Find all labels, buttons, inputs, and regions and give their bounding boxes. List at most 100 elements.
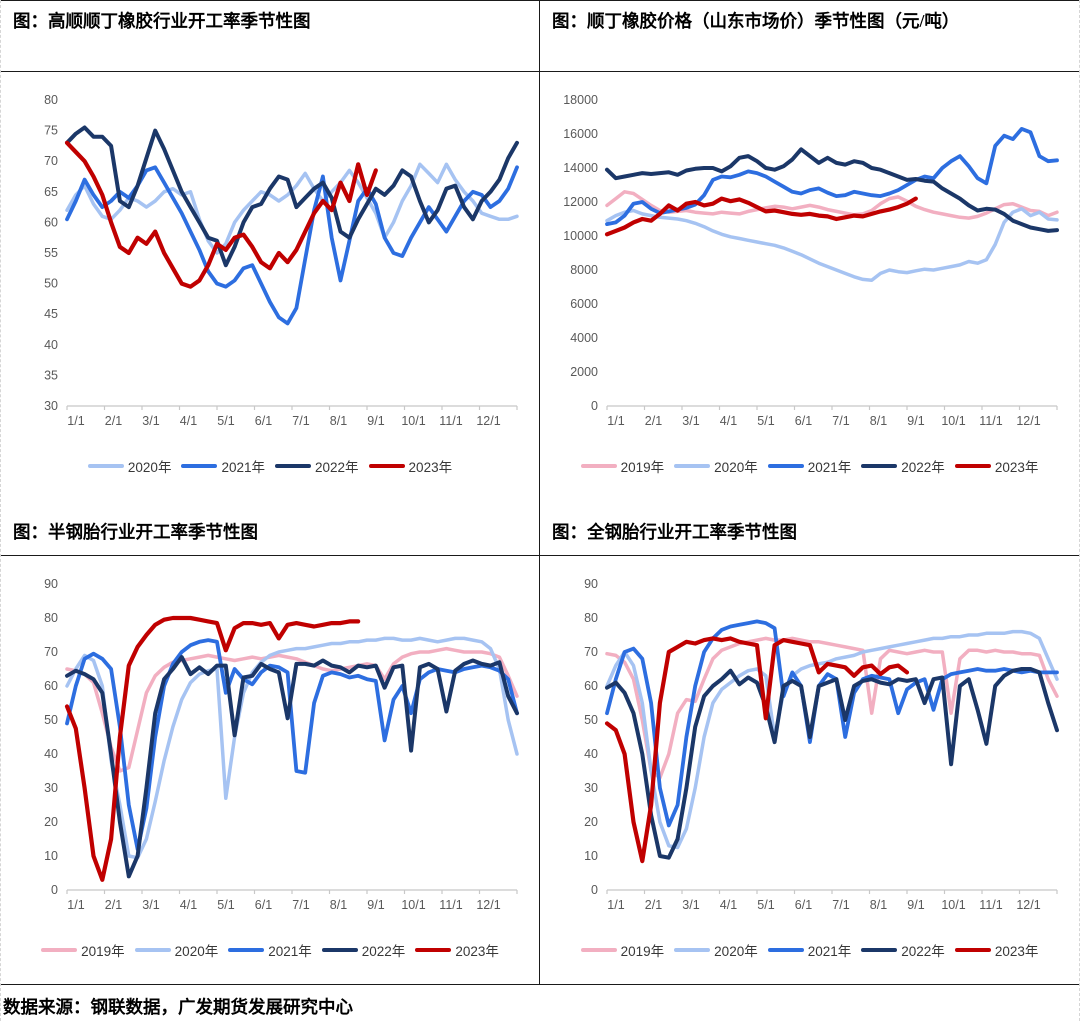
legend-label: 2023年 <box>994 944 1039 959</box>
legend-label: 2020年 <box>714 460 758 475</box>
x-axis-tick-label: 3/1 <box>142 414 159 428</box>
chart-panel-br-operating-rate: 30 35 40 45 50 55 60 65 70 75 80 1/1 2/1 3/1 4/1 5/1 6/1… <box>1 72 540 512</box>
y-axis-tick-label: 50 <box>44 277 58 291</box>
legend-swatch <box>861 947 898 953</box>
y-axis-tick-label: 80 <box>44 93 58 107</box>
data-source-note: 数据来源：钢联数据，广发期货发展研究中心 <box>3 997 353 1017</box>
x-axis-tick-label: 3/1 <box>682 414 699 428</box>
x-axis-tick-label: 5/1 <box>217 898 234 912</box>
y-axis-tick-label: 80 <box>584 611 598 625</box>
legend-swatch <box>41 947 78 953</box>
chart-title-text: 图：高顺顺丁橡胶行业开工率季节性图 <box>13 11 311 31</box>
x-axis-tick-label: 6/1 <box>255 414 272 428</box>
series-line-2019年 <box>604 190 1059 220</box>
x-axis-tick-label: 10/1 <box>401 898 425 912</box>
line-chart-br-price: 0 2000 4000 6000 8000 10000 12000 14000 16000 180… <box>563 93 1059 428</box>
x-axis-tick-label: 8/1 <box>330 414 347 428</box>
legend-item: 2021年 <box>181 456 265 476</box>
y-axis-tick-label: 2000 <box>570 365 598 379</box>
legend-label: 2020年 <box>174 944 219 959</box>
legend-item: 2020年 <box>674 456 758 476</box>
series-line-2023年 <box>604 636 909 864</box>
legend-item: 2019年 <box>41 940 125 960</box>
legend-swatch <box>228 947 265 953</box>
series-line-2020年 <box>65 636 519 860</box>
y-axis-tick-label: 70 <box>44 154 58 168</box>
chart-panel-br-price: 0 2000 4000 6000 8000 10000 12000 14000 16000 180… <box>540 72 1079 512</box>
legend-item: 2022年 <box>861 456 945 476</box>
legend-label: 2021年 <box>268 944 312 959</box>
legend-item: 2023年 <box>368 456 453 476</box>
legend-swatch <box>181 463 218 469</box>
y-axis-tick-label: 45 <box>44 307 58 321</box>
chart-legend: 2019年 2020年 2021年 2022年 2023年 <box>552 940 1067 960</box>
y-axis-tick-label: 70 <box>44 645 58 659</box>
y-axis-tick-label: 20 <box>44 815 58 829</box>
y-axis-tick-label: 14000 <box>563 161 598 175</box>
y-axis-tick-label: 16000 <box>563 127 598 141</box>
y-axis-tick-label: 60 <box>44 679 58 693</box>
y-axis-tick-label: 6000 <box>570 297 598 311</box>
y-axis-tick-label: 75 <box>44 124 58 138</box>
x-axis-tick-label: 2/1 <box>105 414 122 428</box>
legend-swatch <box>87 463 124 469</box>
series-line-2022年 <box>604 667 1059 860</box>
x-axis-tick-label: 5/1 <box>757 414 774 428</box>
y-axis-tick-label: 65 <box>44 185 58 199</box>
y-axis-tick-label: 0 <box>591 399 598 413</box>
legend-label: 2022年 <box>315 460 359 475</box>
y-axis-tick-label: 70 <box>584 645 598 659</box>
legend-swatch <box>674 947 711 953</box>
x-axis-tick-label: 3/1 <box>142 898 159 912</box>
legend-item: 2022年 <box>275 456 359 476</box>
chart-title-semi-steel-tire: 图：半钢胎行业开工率季节性图 <box>1 512 540 556</box>
series-line-2022年 <box>65 655 519 879</box>
series-line-2023年 <box>64 615 361 882</box>
x-axis-tick-label: 4/1 <box>719 414 736 428</box>
legend-label: 2023年 <box>408 460 453 475</box>
x-axis-tick-label: 10/1 <box>941 414 965 428</box>
x-axis-tick-label: 6/1 <box>794 414 811 428</box>
chart-legend: 2020年 2021年 2022年 2023年 <box>13 456 527 476</box>
charts-table: 图：高顺顺丁橡胶行业开工率季节性图 图：顺丁橡胶价格（山东市场价）季节性图（元/… <box>1 0 1079 985</box>
legend-swatch <box>368 463 405 469</box>
y-axis-tick-label: 0 <box>51 883 58 897</box>
x-axis-tick-label: 7/1 <box>292 898 309 912</box>
legend-label: 2022年 <box>901 460 945 475</box>
chart-panel-full-steel-tire: 0 10 20 30 40 50 60 70 80 90 1/1 2/1 3/1 4/1 5/1 6/1 7/1… <box>540 556 1079 984</box>
legend-swatch <box>767 463 804 469</box>
legend-label: 2019年 <box>620 944 665 959</box>
y-axis-tick-label: 0 <box>591 883 598 897</box>
y-axis-tick-label: 30 <box>44 781 58 795</box>
series-line-2019年 <box>65 646 519 773</box>
x-axis-tick-label: 2/1 <box>644 898 661 912</box>
chart-title-text: 图：全钢胎行业开工率季节性图 <box>552 522 797 542</box>
y-axis-tick-label: 55 <box>44 246 58 260</box>
x-axis-tick-label: 7/1 <box>832 414 849 428</box>
legend-swatch <box>954 463 991 469</box>
y-axis-tick-label: 40 <box>44 338 58 352</box>
legend-item: 2023年 <box>954 940 1039 960</box>
legend-label: 2020年 <box>127 460 172 475</box>
y-axis-tick-label: 50 <box>44 713 58 727</box>
chart-title-br-price: 图：顺丁橡胶价格（山东市场价）季节性图（元/吨） <box>540 1 1079 72</box>
y-axis-tick-label: 50 <box>584 713 598 727</box>
y-axis-tick-label: 60 <box>44 215 58 229</box>
series-line-2023年 <box>64 140 378 289</box>
x-axis-tick-label: 10/1 <box>941 898 965 912</box>
y-axis-tick-label: 60 <box>584 679 598 693</box>
x-axis-tick-label: 12/1 <box>1016 898 1040 912</box>
legend-item: 2022年 <box>861 940 945 960</box>
x-axis-tick-label: 5/1 <box>217 414 234 428</box>
legend-item: 2019年 <box>580 940 665 960</box>
x-axis-tick-label: 10/1 <box>401 414 425 428</box>
y-axis-tick-label: 10 <box>44 849 58 863</box>
series-line-2022年 <box>65 125 519 268</box>
legend-label: 2021年 <box>807 944 852 959</box>
legend-label: 2021年 <box>221 460 265 475</box>
y-axis-tick-label: 4000 <box>570 331 598 345</box>
legend-swatch <box>861 463 898 469</box>
x-axis-tick-label: 11/1 <box>979 414 1002 428</box>
y-axis-tick-label: 30 <box>584 781 598 795</box>
